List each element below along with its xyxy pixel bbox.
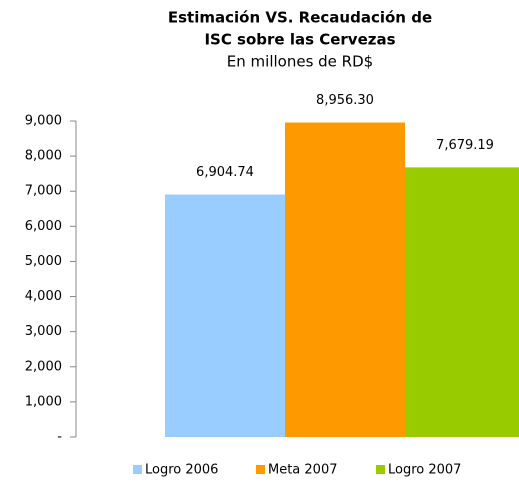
y-tick-label: 3,000	[25, 324, 62, 339]
value-label: 6,904.74	[196, 165, 254, 180]
bar	[285, 122, 405, 437]
y-tick-label: 6,000	[25, 219, 62, 234]
value-label: 7,679.19	[436, 138, 494, 153]
bar	[405, 167, 519, 437]
legend-swatch	[376, 465, 385, 474]
legend-label: Meta 2007	[268, 463, 338, 478]
legend-label: Logro 2007	[388, 463, 461, 478]
chart-title: ISC sobre las Cervezas	[204, 31, 395, 49]
legend-label: Logro 2006	[145, 463, 218, 478]
y-tick-label: 2,000	[25, 359, 62, 374]
chart-subtitle: En millones de RD$	[227, 53, 373, 71]
legend-swatch	[256, 465, 265, 474]
y-tick-label: 1,000	[25, 394, 62, 409]
y-tick-label: 8,000	[25, 149, 62, 164]
bar	[165, 194, 285, 437]
y-tick-label: 7,000	[25, 184, 62, 199]
y-tick-label: -	[57, 430, 62, 445]
y-tick-label: 9,000	[25, 114, 62, 129]
legend-swatch	[133, 465, 142, 474]
y-tick-label: 5,000	[25, 254, 62, 269]
value-label: 8,956.30	[316, 93, 374, 108]
y-tick-label: 4,000	[25, 289, 62, 304]
chart-title: Estimación VS. Recaudación de	[168, 9, 432, 27]
